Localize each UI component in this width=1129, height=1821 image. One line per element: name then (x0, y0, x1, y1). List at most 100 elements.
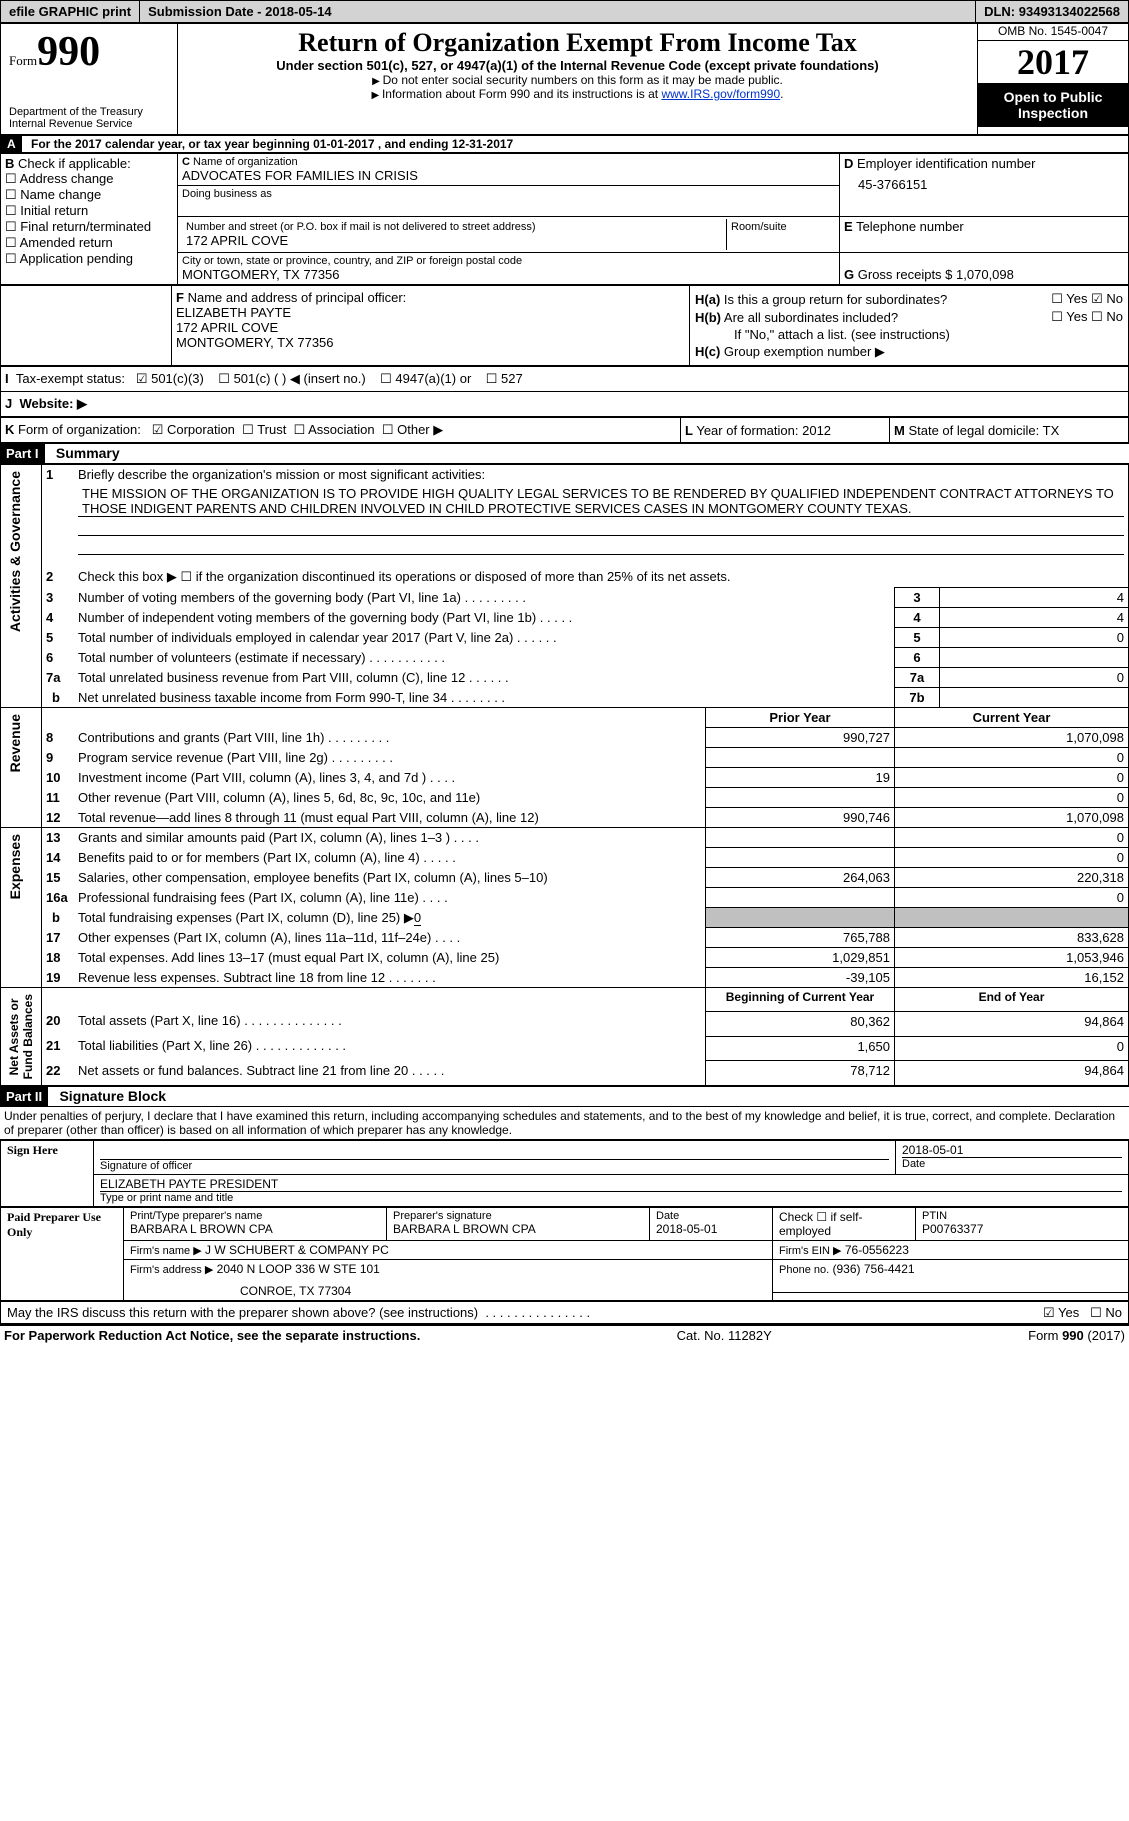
exp-row: Benefits paid to or for members (Part IX… (74, 848, 706, 868)
org-info-table: B Check if applicable: Address change Na… (0, 153, 1129, 285)
officer-addr1: 172 APRIL COVE (176, 320, 685, 335)
footer: For Paperwork Reduction Act Notice, see … (0, 1324, 1129, 1345)
group-exemption-label: Group exemption number ▶ (724, 344, 885, 359)
dln-label: DLN: (984, 4, 1019, 19)
prep-sig-label: Preparer's signature (393, 1210, 643, 1222)
form-title: Return of Organization Exempt From Incom… (186, 28, 969, 58)
street-value: 172 APRIL COVE (186, 233, 722, 248)
officer-addr2: MONTGOMERY, TX 77356 (176, 335, 685, 350)
city-label: City or town, state or province, country… (182, 255, 835, 267)
rev-row: Program service revenue (Part VIII, line… (74, 748, 706, 768)
phone-value: (936) 756-4421 (833, 1262, 915, 1276)
cb-association[interactable]: Association (294, 422, 375, 437)
part2-title: Signature Block (51, 1088, 166, 1104)
end-year-hdr: End of Year (895, 988, 1129, 1012)
submission-value: 2018-05-14 (265, 4, 332, 19)
preparer-table: Paid Preparer Use Only Print/Type prepar… (0, 1207, 1129, 1301)
firm-addr1: 2040 N LOOP 336 W STE 101 (217, 1262, 380, 1276)
cb-name-change[interactable]: Name change (5, 187, 173, 203)
cb-4947[interactable]: 4947(a)(1) or (380, 371, 471, 386)
year-formation-label: Year of formation: (696, 423, 798, 438)
irs-link[interactable]: www.IRS.gov/form990 (661, 87, 780, 101)
discuss-no[interactable]: No (1090, 1305, 1122, 1320)
cb-corporation[interactable]: Corporation (152, 422, 235, 437)
cb-501c[interactable]: 501(c) ( ) ◀ (insert no.) (218, 371, 365, 386)
officer-name: ELIZABETH PAYTE (176, 305, 685, 320)
form-number: 990 (37, 29, 100, 75)
cb-amended-return[interactable]: Amended return (5, 235, 173, 251)
side-revenue: Revenue (5, 710, 25, 776)
tax-status-table: I Tax-exempt status: 501(c)(3) 501(c) ( … (0, 366, 1129, 417)
note-info: Information about Form 990 and its instr… (382, 87, 661, 101)
net-row: Net assets or fund balances. Subtract li… (74, 1061, 706, 1086)
cb-527[interactable]: 527 (486, 371, 523, 386)
prep-name-label: Print/Type preparer's name (130, 1210, 380, 1222)
officer-group-table: F Name and address of principal officer:… (0, 285, 1129, 366)
form-subtitle: Under section 501(c), 527, or 4947(a)(1)… (186, 58, 969, 73)
firm-ein-label: Firm's EIN ▶ (779, 1245, 842, 1257)
note-ssn: Do not enter social security numbers on … (383, 73, 783, 87)
efile-print-button[interactable]: efile GRAPHIC print (1, 1, 140, 22)
phone-label: Phone no. (779, 1264, 829, 1276)
cb-501c3[interactable]: 501(c)(3) (136, 371, 204, 386)
ptin-value: P00763377 (922, 1222, 1122, 1236)
ha-yes[interactable]: Yes (1051, 291, 1087, 306)
footer-left: For Paperwork Reduction Act Notice, see … (4, 1328, 420, 1343)
subordinates-label: Are all subordinates included? (724, 310, 898, 325)
beg-year-hdr: Beginning of Current Year (706, 988, 895, 1012)
gross-receipts-value: 1,070,098 (956, 267, 1014, 282)
ptin-label: PTIN (922, 1210, 1122, 1222)
tax-year-line: For the 2017 calendar year, or tax year … (25, 137, 513, 151)
submission-label: Submission Date - (148, 4, 265, 19)
top-bar: efile GRAPHIC print Submission Date - 20… (0, 0, 1129, 23)
prep-date: 2018-05-01 (656, 1222, 766, 1236)
dept-treasury: Department of the Treasury (9, 106, 169, 118)
firm-name-label: Firm's name ▶ (130, 1245, 202, 1257)
prior-year-hdr: Prior Year (706, 708, 895, 728)
sig-date: 2018-05-01 (902, 1143, 1122, 1157)
check-if-label: Check if applicable: (18, 156, 131, 171)
open-to-public: Open to PublicInspection (978, 83, 1128, 127)
officer-label: Name and address of principal officer: (188, 290, 407, 305)
ha-no[interactable]: No (1091, 291, 1123, 306)
form-org-label: Form of organization: (18, 422, 141, 437)
exp-row: Professional fundraising fees (Part IX, … (74, 888, 706, 908)
cb-other[interactable]: Other ▶ (382, 422, 443, 437)
net-row: Total liabilities (Part X, line 26) . . … (74, 1036, 706, 1061)
cb-final-return[interactable]: Final return/terminated (5, 219, 173, 235)
ein-label: Employer identification number (857, 156, 1035, 171)
omb-number: OMB No. 1545-0047 (978, 24, 1128, 41)
phone-label: Telephone number (856, 219, 964, 234)
net-row: Total assets (Part X, line 16) . . . . .… (74, 1011, 706, 1036)
hb-no[interactable]: No (1091, 309, 1123, 324)
discuss-yes[interactable]: Yes (1043, 1305, 1079, 1320)
room-label: Room/suite (731, 221, 831, 233)
gov-row: Total number of volunteers (estimate if … (74, 648, 895, 668)
cb-application-pending[interactable]: Application pending (5, 251, 173, 267)
dln-value: 93493134022568 (1019, 4, 1120, 19)
rev-row: Total revenue—add lines 8 through 11 (mu… (74, 808, 706, 828)
hb-yes[interactable]: Yes (1051, 309, 1087, 324)
submission-date: Submission Date - 2018-05-14 (140, 1, 976, 22)
side-expenses: Expenses (5, 830, 25, 903)
sig-officer-label: Signature of officer (100, 1159, 889, 1172)
header-table: Form990 Department of the Treasury Inter… (0, 23, 1129, 135)
paid-preparer-label: Paid Preparer Use Only (1, 1208, 124, 1301)
rev-row: Other revenue (Part VIII, column (A), li… (74, 788, 706, 808)
cb-trust[interactable]: Trust (242, 422, 286, 437)
discuss-row: May the IRS discuss this return with the… (0, 1301, 1129, 1324)
footer-right: Form 990 (2017) (1028, 1328, 1125, 1343)
rev-row: Contributions and grants (Part VIII, lin… (74, 728, 706, 748)
city-value: MONTGOMERY, TX 77356 (182, 267, 835, 282)
cb-initial-return[interactable]: Initial return (5, 203, 173, 219)
exp-row: Total expenses. Add lines 13–17 (must eq… (74, 948, 706, 968)
side-net-assets: Net Assets orFund Balances (5, 990, 37, 1083)
cb-address-change[interactable]: Address change (5, 171, 173, 187)
subordinates-note: If "No," attach a list. (see instruction… (694, 326, 1124, 343)
side-activities-governance: Activities & Governance (5, 467, 25, 636)
gross-receipts-label: Gross receipts $ (858, 267, 953, 282)
q1-label: Briefly describe the organization's miss… (78, 467, 485, 482)
dept-irs: Internal Revenue Service (9, 118, 169, 130)
firm-addr2: CONROE, TX 77304 (130, 1276, 766, 1298)
prep-sig: BARBARA L BROWN CPA (393, 1222, 643, 1236)
